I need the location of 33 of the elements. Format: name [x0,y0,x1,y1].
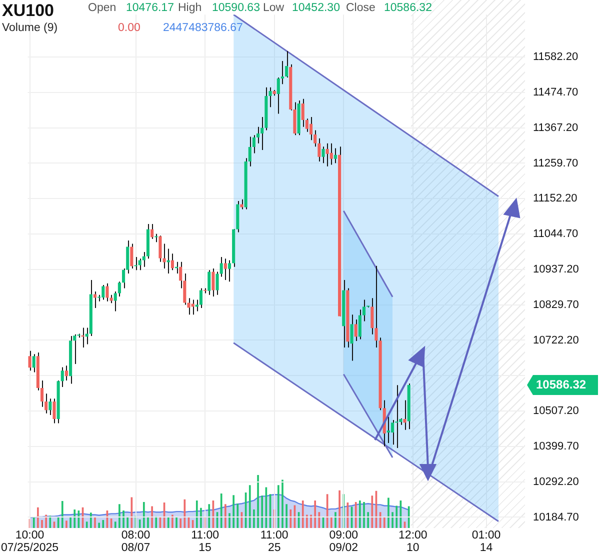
y-tick-label: 11259.70 [533,157,578,170]
y-tick-label: 10722.20 [533,334,579,346]
text: 10586.32 [384,2,432,14]
x-tick-label: 09:00 09/02 [329,529,358,554]
y-tick-label: 10829.70 [533,298,579,311]
x-tick-label: 08:00 08/07 [121,529,150,554]
y-tick-label: 11367.20 [533,122,578,134]
text: Low [263,2,284,14]
y-tick-label: 10937.20 [533,263,579,276]
x-tick-label: 12:00 10 [398,529,428,554]
y-tick-label: 10292.20 [533,476,579,488]
annotation: 2447483786.67 [163,22,243,34]
text: 10590.63 [212,2,260,14]
y-tick-label: 11582.20 [533,51,578,64]
y-tick-label: 10399.70 [533,440,579,452]
text: Close [346,2,376,14]
y-tick-label: 10507.20 [533,405,579,418]
text: 10452.30 [292,2,340,14]
x-tick-label: 11:00 15 [191,529,220,554]
text: Open [88,2,116,14]
x-tick-label: 11:00 25 [260,529,288,554]
annotation: Volume (9) [2,22,58,34]
y-tick-label: 11044.70 [533,228,578,240]
annotation: 0.00 [118,22,140,34]
y-tick-label: 10184.70 [533,511,579,524]
y-tick-label: 11474.70 [533,86,578,98]
text: 10476.17 [126,2,174,14]
text: 10586.32 [536,377,586,392]
x-tick-label: 10:00 07/25/2025 [0,529,59,554]
x-tick-label: 01:00 14 [472,529,501,554]
y-tick-label: 11152.20 [533,192,578,205]
text: High [178,2,202,14]
chart-title: XU100 [2,1,54,21]
